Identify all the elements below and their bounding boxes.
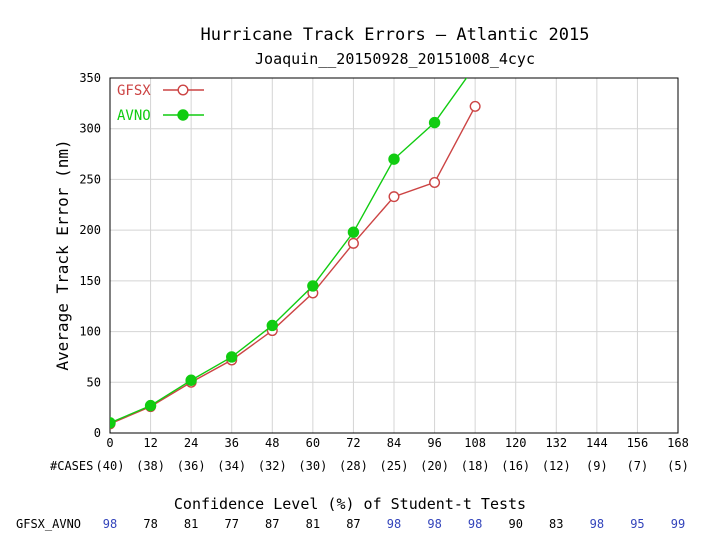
y-tick-label: 350: [79, 71, 101, 85]
case-count: (12): [542, 459, 571, 473]
plot-frame: [109, 77, 679, 434]
x-tick-label: 132: [545, 436, 567, 450]
case-count: (36): [177, 459, 206, 473]
confidence-value: 98: [103, 517, 117, 531]
x-tick-label: 72: [346, 436, 360, 450]
avno-point: [307, 280, 319, 292]
avno-point: [226, 351, 238, 363]
case-count: (9): [586, 459, 608, 473]
case-count: (30): [298, 459, 327, 473]
confidence-row-label: GFSX_AVNO: [16, 517, 81, 531]
case-count: (5): [667, 459, 689, 473]
chart-title: Hurricane Track Errors — Atlantic 2015: [201, 25, 590, 45]
gfsx-point: [429, 176, 441, 188]
case-count: (25): [380, 459, 409, 473]
x-tick-label: 144: [586, 436, 608, 450]
gfsx-legend-marker: [177, 84, 189, 96]
x-tick-label: 120: [505, 436, 527, 450]
gfsx-point: [388, 191, 400, 203]
confidence-value: 98: [468, 517, 482, 531]
confidence-value: 87: [265, 517, 279, 531]
avno-legend-marker: [177, 109, 189, 121]
confidence-value: 98: [387, 517, 401, 531]
x-tick-label: 24: [184, 436, 198, 450]
avno-point: [428, 116, 441, 129]
case-count: (38): [136, 459, 165, 473]
y-tick-label: 250: [79, 172, 101, 186]
gfsx-point: [469, 100, 481, 112]
gfsx-point: [347, 237, 359, 249]
x-tick-label: 60: [306, 436, 320, 450]
confidence-value: 78: [143, 517, 157, 531]
case-count: (28): [339, 459, 368, 473]
x-tick-label: 12: [143, 436, 157, 450]
case-count: (40): [96, 459, 125, 473]
avno-legend-label: AVNO: [117, 108, 151, 124]
confidence-value: 90: [508, 517, 522, 531]
x-tick-label: 48: [265, 436, 279, 450]
cases-row: (40) (38) (36) (34) (32) (30) (28) (25) (20) (18)…: [96, 459, 689, 473]
case-count: (7): [627, 459, 649, 473]
confidence-value: 77: [224, 517, 238, 531]
x-tick-labels: 0 12 24 36 48 60 72 84 96 108 120 132 144 156 168: [106, 436, 688, 450]
y-tick-label: 150: [79, 274, 101, 288]
confidence-value: 83: [549, 517, 563, 531]
x-tick-label: 96: [427, 436, 441, 450]
y-tick-label: 300: [79, 122, 101, 136]
y-tick-labels: 0 50 100 150 200 250 300 350: [79, 71, 101, 440]
confidence-value: 98: [427, 517, 441, 531]
confidence-value: 95: [630, 517, 644, 531]
case-count: (34): [217, 459, 246, 473]
y-tick-label: 200: [79, 223, 101, 237]
avno-line: [110, 78, 468, 424]
gfsx-legend-label: GFSX: [117, 83, 151, 99]
cases-label: #CASES: [50, 459, 93, 473]
avno-point: [185, 374, 197, 386]
confidence-title: Confidence Level (%) of Student-t Tests: [174, 495, 526, 513]
chart-subtitle: Joaquin__20150928_20151008_4cyc: [255, 50, 535, 68]
confidence-value: 81: [184, 517, 198, 531]
avno-point: [388, 153, 400, 165]
avno-point: [110, 417, 116, 429]
x-tick-label: 168: [667, 436, 689, 450]
case-count: (32): [258, 459, 287, 473]
avno-point: [266, 319, 278, 332]
confidence-value: 87: [346, 517, 360, 531]
legend: GFSX AVNO: [117, 83, 204, 124]
avno-point: [144, 399, 157, 412]
confidence-row: 98 78 81 77 87 81 87 98 98 98 90 83 98 95 99: [103, 517, 685, 531]
series-layer: [110, 78, 481, 430]
x-tick-label: 108: [464, 436, 486, 450]
y-axis-label: Average Track Error (nm): [53, 139, 72, 370]
case-count: (20): [420, 459, 449, 473]
y-tick-label: 50: [87, 375, 101, 389]
y-tick-label: 100: [79, 325, 101, 339]
x-tick-label: 0: [106, 436, 113, 450]
gfsx-line: [110, 106, 476, 425]
avno-point: [347, 226, 360, 238]
confidence-value: 98: [590, 517, 604, 531]
confidence-value: 81: [306, 517, 320, 531]
x-tick-label: 84: [387, 436, 401, 450]
x-tick-label: 156: [627, 436, 649, 450]
x-tick-label: 36: [224, 436, 238, 450]
confidence-value: 99: [671, 517, 685, 531]
case-count: (16): [501, 459, 530, 473]
y-tick-label: 0: [94, 426, 101, 440]
case-count: (18): [461, 459, 490, 473]
